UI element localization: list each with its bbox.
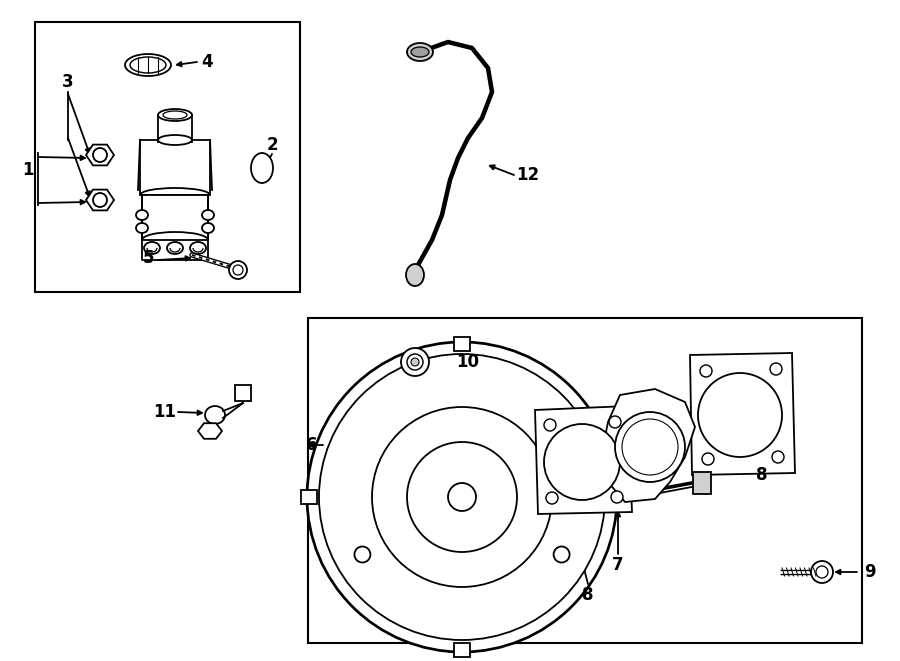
Ellipse shape [202,210,214,220]
Circle shape [93,148,107,162]
Bar [158,115,192,142]
Circle shape [307,342,617,652]
Text: 7: 7 [612,556,624,574]
Polygon shape [140,140,210,195]
Text: 8: 8 [756,466,768,484]
Circle shape [407,354,423,370]
Ellipse shape [158,109,192,121]
Text: 5: 5 [142,249,154,267]
Bar [235,385,251,401]
Bar [301,490,317,504]
Ellipse shape [406,264,424,286]
Text: 8: 8 [582,586,594,604]
Circle shape [611,491,623,503]
Text: 4: 4 [202,53,212,71]
Circle shape [401,348,429,376]
Polygon shape [535,406,632,514]
Ellipse shape [130,57,166,73]
Text: 9: 9 [864,563,876,581]
Circle shape [772,451,784,463]
Circle shape [698,373,782,457]
Polygon shape [602,389,695,502]
Text: 6: 6 [306,436,318,454]
Text: 1: 1 [22,161,34,179]
Ellipse shape [136,210,148,220]
Ellipse shape [251,153,273,183]
Ellipse shape [190,242,206,254]
Ellipse shape [167,242,183,254]
Bar [35,22,300,292]
Circle shape [615,412,685,482]
Circle shape [544,424,620,500]
Ellipse shape [407,43,433,61]
Circle shape [319,354,605,640]
Circle shape [544,419,556,431]
Circle shape [372,407,552,587]
Text: 2: 2 [266,136,278,154]
Circle shape [700,365,712,377]
Circle shape [816,566,828,578]
Text: 3: 3 [62,73,74,91]
Bar [454,643,470,657]
Ellipse shape [136,223,148,233]
Bar [607,490,623,504]
Ellipse shape [158,135,192,145]
Circle shape [770,363,782,375]
Circle shape [554,547,570,563]
Bar [308,318,862,643]
Circle shape [622,419,678,475]
Circle shape [229,261,247,279]
Ellipse shape [205,406,225,424]
Circle shape [93,193,107,207]
Text: 10: 10 [456,353,480,371]
Bar [693,472,711,494]
Text: 12: 12 [517,166,540,184]
Circle shape [407,442,517,552]
Circle shape [233,265,243,275]
Text: 11: 11 [154,403,176,421]
Circle shape [609,416,621,428]
Circle shape [448,483,476,511]
Circle shape [355,547,371,563]
Ellipse shape [202,223,214,233]
Ellipse shape [163,111,187,119]
Ellipse shape [144,242,160,254]
Polygon shape [86,145,114,165]
Circle shape [702,453,714,465]
Circle shape [811,561,833,583]
Ellipse shape [411,47,429,57]
Polygon shape [198,423,222,439]
Circle shape [411,358,419,366]
Ellipse shape [125,54,171,76]
Polygon shape [86,190,114,210]
Bar [142,195,208,240]
Polygon shape [690,353,795,475]
Circle shape [546,492,558,504]
Bar [454,337,470,351]
